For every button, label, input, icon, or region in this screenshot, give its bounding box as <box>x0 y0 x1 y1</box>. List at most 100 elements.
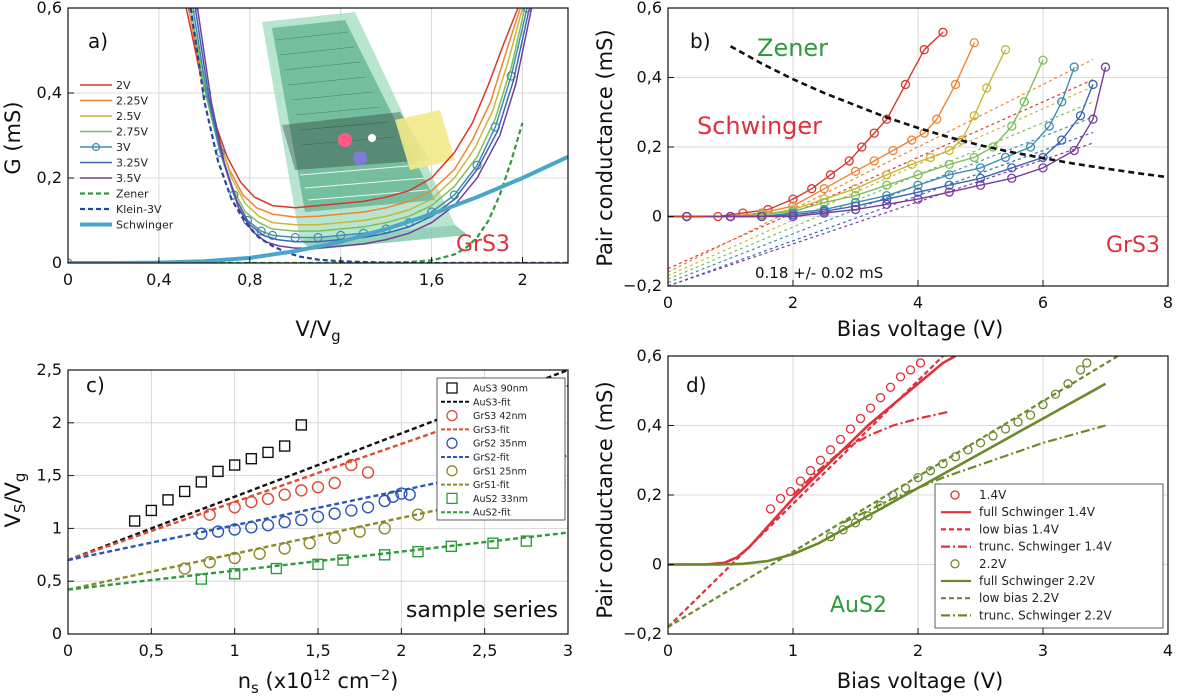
panel-d-xlabel: Bias voltage (V) <box>837 669 1004 693</box>
data-point <box>312 558 324 571</box>
data-point <box>1000 45 1011 55</box>
data-point <box>386 490 400 503</box>
data-point <box>178 485 191 498</box>
data-point-2.2V <box>850 518 861 528</box>
legend-label: GrS2 35nm <box>473 439 527 450</box>
data-point <box>1007 173 1017 183</box>
data-point <box>245 453 258 465</box>
data-point <box>212 465 224 478</box>
data-point <box>228 568 241 580</box>
series-point-3V <box>188 8 198 13</box>
x-tick-label: 0,8 <box>237 270 262 289</box>
data-point <box>913 180 923 190</box>
panel-b-series <box>668 27 1168 286</box>
data-point <box>487 537 499 549</box>
x-tick-label: 0,4 <box>146 270 171 289</box>
legend-label-2V: 2V <box>116 79 131 92</box>
data-point <box>145 504 158 517</box>
y-tick-label: 0,6 <box>637 0 662 17</box>
legend-label-Zener: Zener <box>116 188 149 201</box>
panel-b-xlabel: Bias voltage (V) <box>837 317 1004 341</box>
data-point <box>900 79 911 90</box>
x-tick-label: 2 <box>396 641 406 660</box>
series-line-trunc. Schwinger 1.4V <box>792 410 950 496</box>
data-point-1.4V <box>885 382 896 392</box>
legend-label-2.5V: 2.5V <box>116 110 141 123</box>
y-tick-label: −0,2 <box>623 624 662 643</box>
x-tick-label: 1,5 <box>305 641 330 660</box>
panel-a-device-inset <box>262 12 468 250</box>
data-point <box>944 145 954 156</box>
data-point <box>261 492 275 506</box>
y-tick-label: 1 <box>52 518 62 537</box>
data-point <box>278 515 291 529</box>
data-point <box>295 419 308 431</box>
data-point-1.4V <box>865 403 876 413</box>
data-point <box>882 170 892 180</box>
data-point-1.4V <box>775 493 786 504</box>
fit-line <box>668 101 1094 280</box>
data-point <box>203 555 216 569</box>
y-tick-label: 0 <box>52 624 62 643</box>
x-tick-label: 1 <box>230 641 240 660</box>
data-point <box>378 522 391 535</box>
data-point <box>253 547 266 560</box>
series-line-Zener <box>68 122 524 263</box>
legend-marker <box>446 409 458 422</box>
data-point <box>361 501 375 514</box>
data-point <box>819 184 829 194</box>
data-point <box>228 459 241 471</box>
panel-b-fit-annotation: 0.18 +/- 0.02 mS <box>755 264 883 282</box>
data-point <box>1038 55 1048 65</box>
data-point <box>913 170 923 180</box>
series-point-3V <box>522 8 532 13</box>
panel-b: 0 2 4 6 8−0,200,20,40,6 b) Zener Schwinger G… <box>593 0 1173 341</box>
legend-label: AuS2 33nm <box>473 494 528 505</box>
data-point <box>882 180 892 190</box>
data-point <box>957 135 967 145</box>
data-point <box>850 166 861 176</box>
data-point <box>245 495 258 509</box>
data-point <box>988 142 998 152</box>
y-tick-label: 0,4 <box>637 68 662 87</box>
legend-label: GrS3 42nm <box>473 411 527 422</box>
panel-a-ylabel: G (mS) <box>1 101 25 174</box>
data-point <box>211 525 225 538</box>
series-line-low bias 1.4V <box>668 356 944 628</box>
data-point-2.2V <box>1063 379 1073 389</box>
data-point <box>1069 145 1079 156</box>
y-tick-label: 0,4 <box>37 83 62 102</box>
data-point <box>919 45 929 55</box>
data-point <box>932 114 942 124</box>
x-tick-label: 4 <box>913 293 923 312</box>
fit-line-AuS2-fit <box>68 531 568 591</box>
data-point <box>1007 121 1017 131</box>
panel-d-legend: 1.4V full Schwinger 1.4V low bias 1.4V trun… <box>934 483 1164 629</box>
data-point <box>445 540 458 553</box>
legend-label: low bias 2.2V <box>979 591 1060 605</box>
data-point <box>888 145 898 156</box>
data-point <box>345 504 358 517</box>
legend-label-2.25V: 2.25V <box>116 95 148 108</box>
y-tick-label: 0,6 <box>37 0 62 17</box>
panel-c-xlabel: ns (x1012 cm−2) <box>238 668 399 697</box>
data-point <box>1019 97 1029 107</box>
data-point <box>944 170 954 180</box>
data-point-1.4V <box>875 393 886 403</box>
panel-b-ticks: 0 2 4 6 8−0,200,20,40,6 <box>623 0 1173 312</box>
fit-line <box>668 142 1094 286</box>
panel-c-label: c) <box>86 373 105 397</box>
data-point-1.4V <box>915 358 926 368</box>
y-tick-label: 0,6 <box>637 346 662 365</box>
data-point <box>850 190 861 201</box>
data-point <box>328 507 341 520</box>
data-point <box>1100 62 1111 72</box>
data-point <box>1007 163 1017 173</box>
y-tick-label: 0 <box>52 253 62 272</box>
x-tick-label: 2 <box>788 293 798 312</box>
series-line-2.5V <box>189 8 524 226</box>
data-point <box>1057 97 1067 107</box>
data-point-2.2V <box>925 466 936 476</box>
legend-label: GrS1-fit <box>473 480 510 491</box>
data-point <box>353 525 366 538</box>
